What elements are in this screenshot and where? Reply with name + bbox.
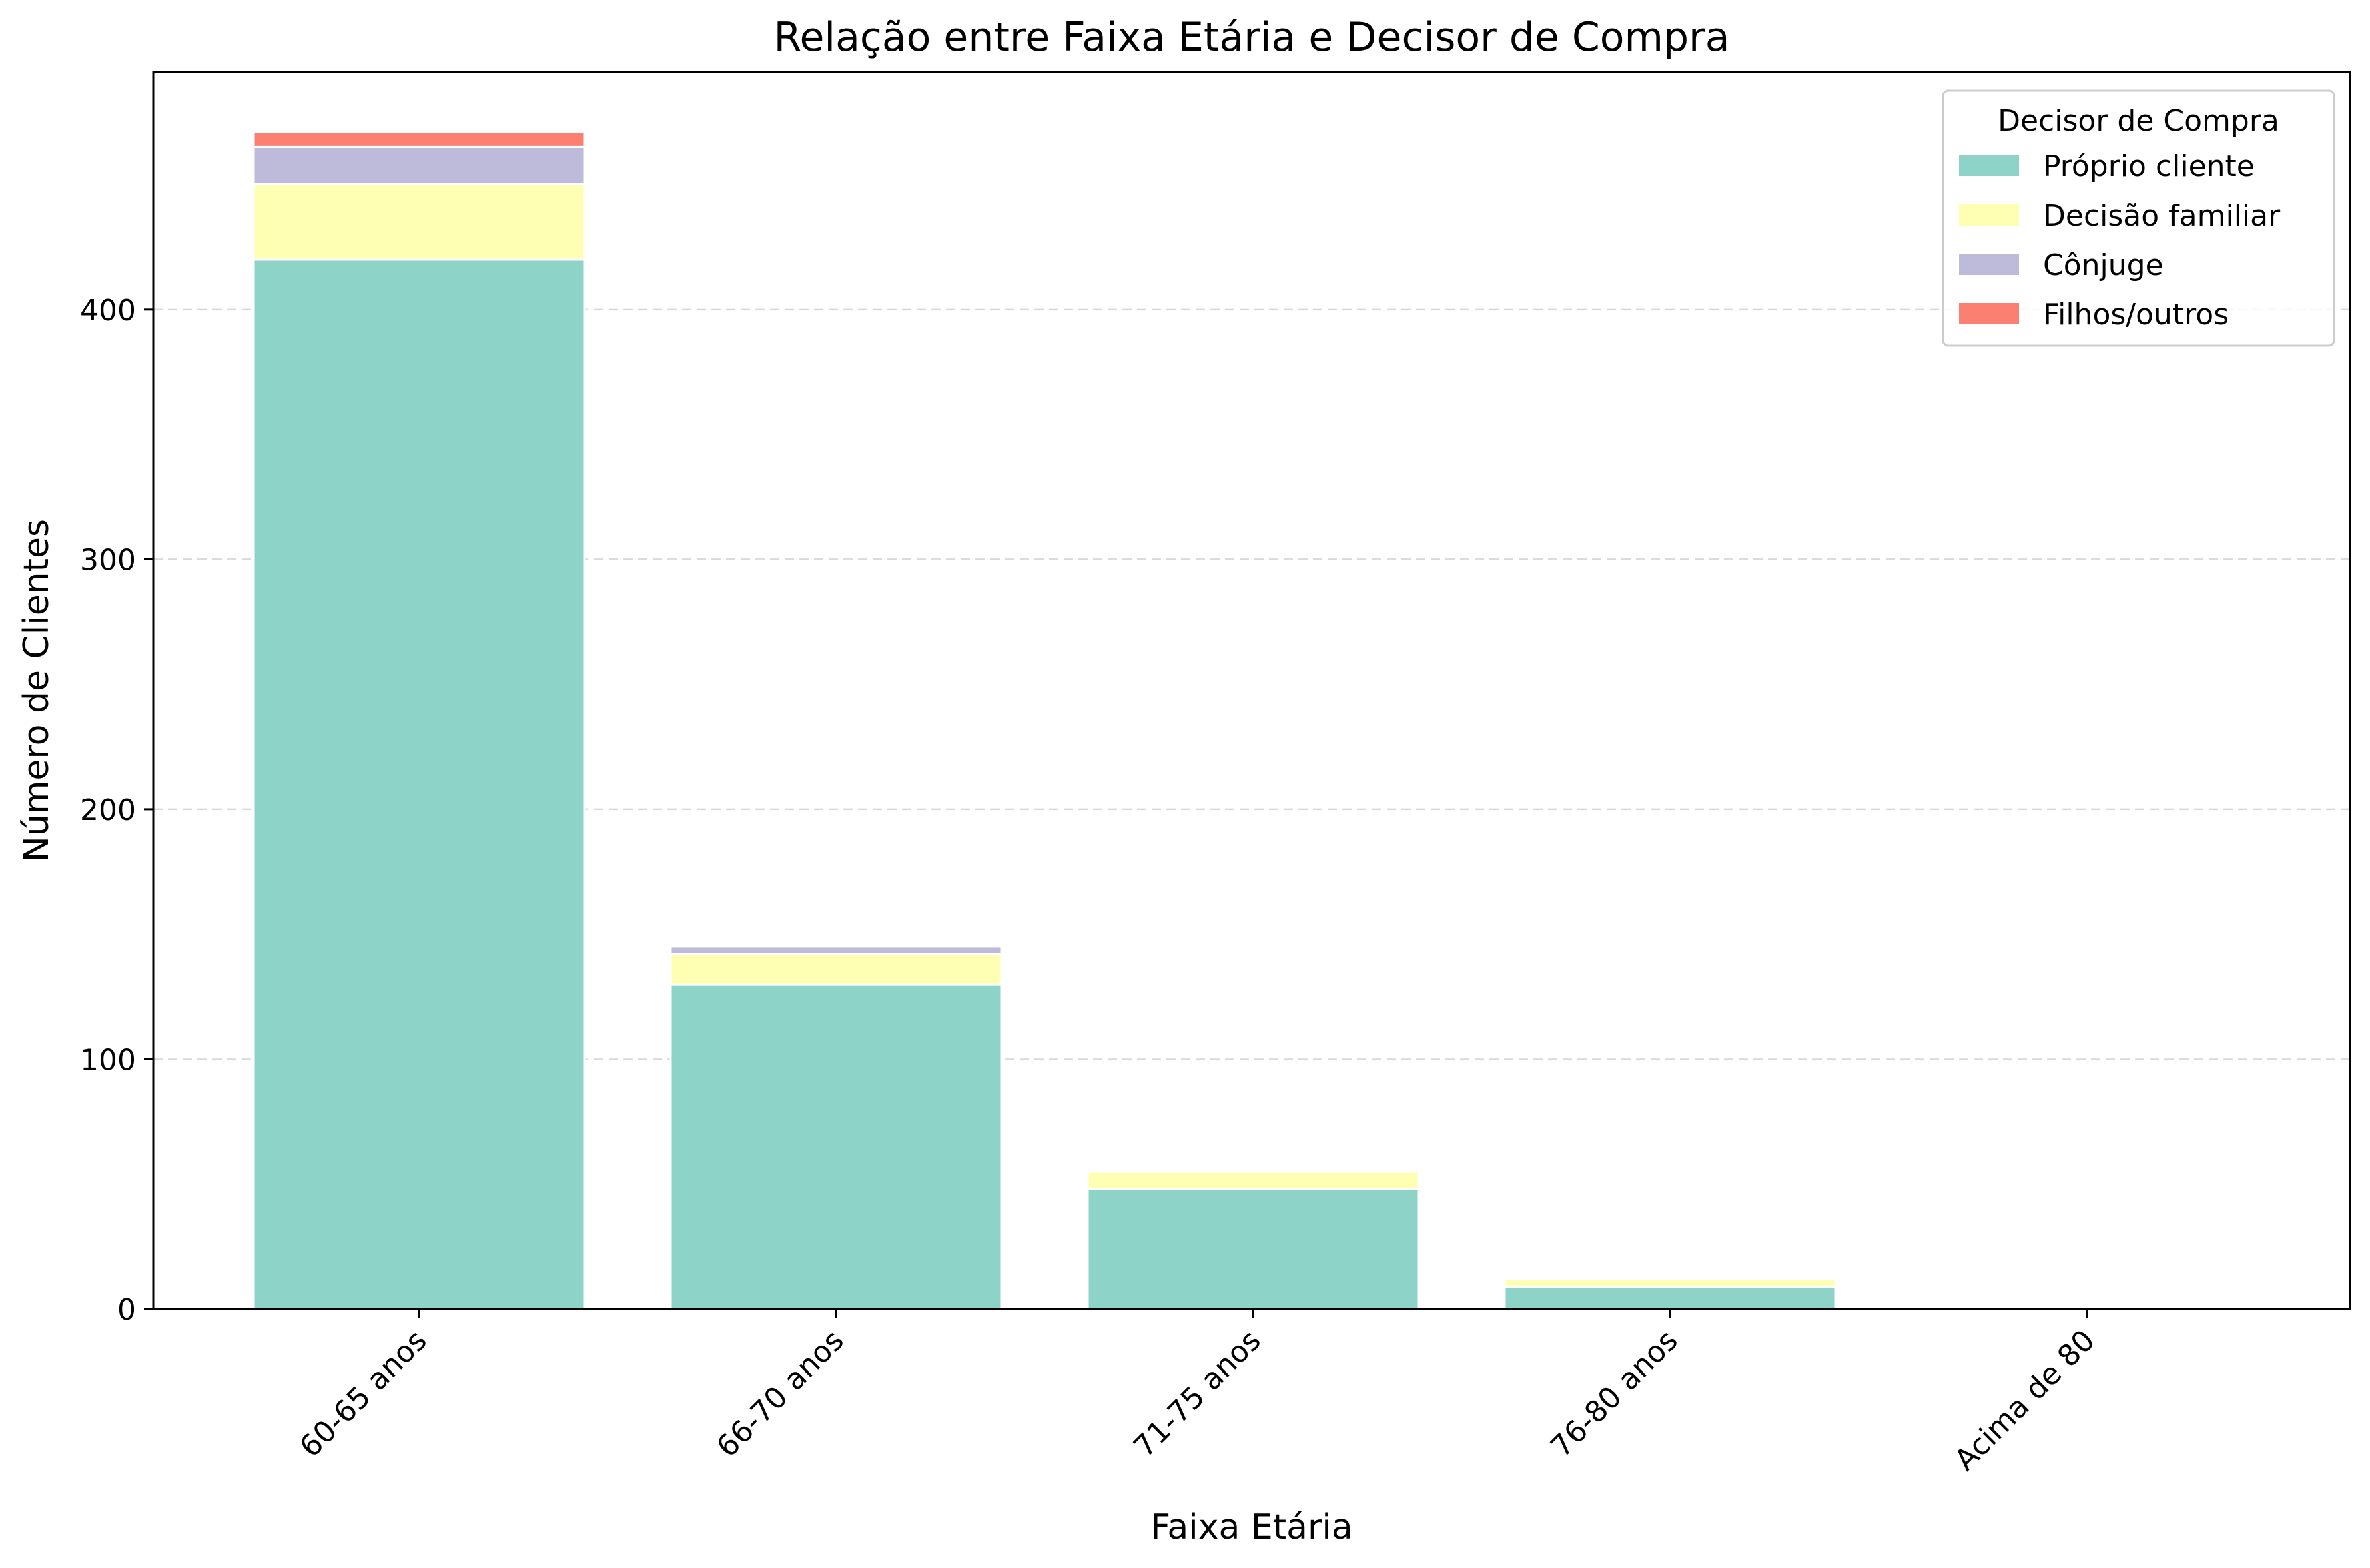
plot-frame xyxy=(152,71,2351,1310)
x-tick-label: 66-70 anos xyxy=(710,1324,850,1464)
bar-segment xyxy=(669,983,1003,1310)
legend-label: Próprio cliente xyxy=(2043,149,2255,183)
y-axis-label: Número de Clientes xyxy=(17,519,57,862)
y-tick-label: 0 xyxy=(117,1293,136,1327)
legend-swatch xyxy=(1959,254,2019,275)
x-tick-label: 60-65 anos xyxy=(293,1324,433,1464)
chart-title: Relação entre Faixa Etária e Decisor de … xyxy=(774,14,1730,61)
legend-title: Decisor de Compra xyxy=(1998,104,2279,138)
y-tick-label: 200 xyxy=(80,793,136,827)
legend-label: Decisão familiar xyxy=(2043,199,2281,233)
bar-segment xyxy=(252,258,586,1310)
y-axis: 0 100 200 300 400 xyxy=(80,294,153,1327)
bar-segment xyxy=(1086,1188,1420,1310)
legend-swatch xyxy=(1959,303,2019,324)
legend-swatch xyxy=(1959,155,2019,176)
legend-label: Cônjuge xyxy=(2043,248,2164,282)
bar-segment xyxy=(1503,1285,1837,1310)
bar-segment xyxy=(1086,1170,1420,1190)
bars xyxy=(252,131,1837,1310)
x-axis: 60-65 anos 66-70 anos 71-75 anos 76-80 anos… xyxy=(293,1309,2102,1477)
y-tick-label: 400 xyxy=(80,294,136,328)
legend-label: Filhos/outros xyxy=(2043,298,2229,332)
x-tick-label: 71-75 anos xyxy=(1127,1324,1267,1464)
bar-segment xyxy=(252,131,586,148)
x-tick-label: 76-80 anos xyxy=(1544,1324,1684,1464)
bar-segment xyxy=(669,953,1003,986)
legend-swatch xyxy=(1959,204,2019,226)
y-tick-label: 100 xyxy=(80,1043,136,1077)
x-tick-label: Acima de 80 xyxy=(1948,1324,2102,1477)
x-axis-label: Faixa Etária xyxy=(1150,1507,1352,1547)
y-tick-label: 300 xyxy=(80,543,136,577)
legend: Decisor de Compra Próprio cliente Decisão … xyxy=(1942,89,2335,347)
bar-segment xyxy=(252,183,586,261)
bar-segment xyxy=(669,945,1003,955)
bar-segment xyxy=(252,145,586,186)
legend-box xyxy=(1942,89,2335,347)
bar-segment xyxy=(1503,1278,1837,1288)
